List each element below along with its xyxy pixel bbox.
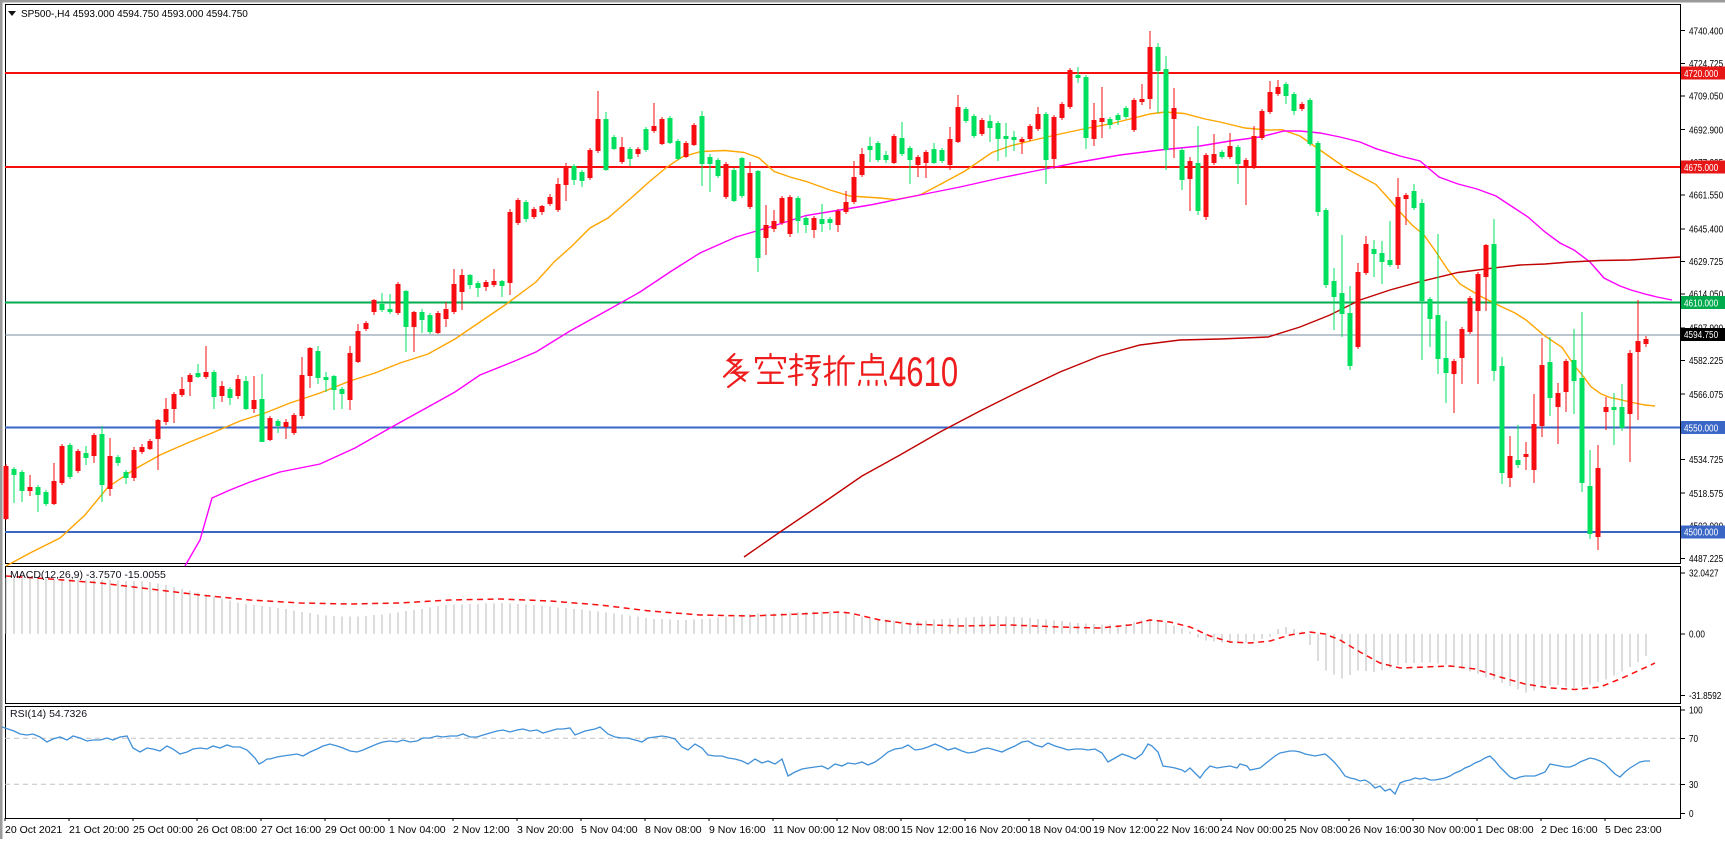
svg-text:20 Oct 2021: 20 Oct 2021 xyxy=(5,824,62,836)
svg-text:4661.550: 4661.550 xyxy=(1689,189,1723,201)
svg-text:26 Oct 08:00: 26 Oct 08:00 xyxy=(197,824,257,836)
svg-text:19 Nov 12:00: 19 Nov 12:00 xyxy=(1093,824,1156,836)
svg-text:4518.575: 4518.575 xyxy=(1689,487,1723,499)
svg-text:16 Nov 20:00: 16 Nov 20:00 xyxy=(965,824,1028,836)
svg-text:25 Nov 08:00: 25 Nov 08:00 xyxy=(1285,824,1348,836)
svg-text:18 Nov 04:00: 18 Nov 04:00 xyxy=(1029,824,1092,836)
svg-text:2 Nov 12:00: 2 Nov 12:00 xyxy=(453,824,510,836)
svg-text:4550.000: 4550.000 xyxy=(1684,421,1718,433)
svg-text:100: 100 xyxy=(1689,704,1703,716)
svg-text:22 Nov 16:00: 22 Nov 16:00 xyxy=(1157,824,1220,836)
svg-text:70: 70 xyxy=(1689,732,1698,744)
svg-text:4675.000: 4675.000 xyxy=(1684,161,1718,173)
svg-text:1 Nov 04:00: 1 Nov 04:00 xyxy=(389,824,446,836)
svg-text:RSI(14) 54.7326: RSI(14) 54.7326 xyxy=(10,708,87,720)
svg-text:4629.725: 4629.725 xyxy=(1689,255,1723,267)
svg-text:11 Nov 00:00: 11 Nov 00:00 xyxy=(773,824,835,836)
svg-text:27 Oct 16:00: 27 Oct 16:00 xyxy=(261,824,321,836)
svg-text:4610.000: 4610.000 xyxy=(1684,296,1718,308)
svg-text:9 Nov 16:00: 9 Nov 16:00 xyxy=(709,824,766,836)
svg-text:0.00: 0.00 xyxy=(1689,628,1705,640)
svg-text:30 Nov 00:00: 30 Nov 00:00 xyxy=(1413,824,1476,836)
svg-text:4582.225: 4582.225 xyxy=(1689,354,1723,366)
svg-text:4720.000: 4720.000 xyxy=(1684,67,1718,79)
svg-text:4740.400: 4740.400 xyxy=(1689,24,1723,36)
svg-text:15 Nov 12:00: 15 Nov 12:00 xyxy=(901,824,964,836)
svg-text:4500.000: 4500.000 xyxy=(1684,526,1718,538)
svg-text:4534.725: 4534.725 xyxy=(1689,453,1723,465)
svg-text:3 Nov 20:00: 3 Nov 20:00 xyxy=(517,824,574,836)
svg-text:4709.050: 4709.050 xyxy=(1689,90,1723,102)
svg-text:-31.8592: -31.8592 xyxy=(1689,689,1721,701)
svg-text:1 Dec 08:00: 1 Dec 08:00 xyxy=(1477,824,1534,836)
svg-text:MACD(12,26,9) -3.7570 -15.0055: MACD(12,26,9) -3.7570 -15.0055 xyxy=(10,569,166,581)
svg-text:4566.075: 4566.075 xyxy=(1689,388,1723,400)
svg-text:4645.400: 4645.400 xyxy=(1689,222,1723,234)
svg-text:26 Nov 16:00: 26 Nov 16:00 xyxy=(1349,824,1412,836)
svg-text:SP500-,H4 4593.000 4594.750 4: SP500-,H4 4593.000 4594.750 4593.000 459… xyxy=(21,9,248,20)
svg-text:29 Oct 00:00: 29 Oct 00:00 xyxy=(325,824,385,836)
svg-text:8 Nov 08:00: 8 Nov 08:00 xyxy=(645,824,702,836)
svg-text:30: 30 xyxy=(1689,778,1698,790)
svg-text:12 Nov 08:00: 12 Nov 08:00 xyxy=(837,824,900,836)
svg-text:4594.750: 4594.750 xyxy=(1684,328,1718,340)
svg-text:24 Nov 00:00: 24 Nov 00:00 xyxy=(1221,824,1284,836)
svg-text:4692.900: 4692.900 xyxy=(1689,123,1723,135)
svg-text:32.0427: 32.0427 xyxy=(1689,567,1719,579)
svg-text:4610: 4610 xyxy=(889,348,958,395)
svg-text:25 Oct 00:00: 25 Oct 00:00 xyxy=(133,824,193,836)
svg-text:21 Oct 20:00: 21 Oct 20:00 xyxy=(69,824,129,836)
svg-text:5 Nov 04:00: 5 Nov 04:00 xyxy=(581,824,638,836)
svg-text:0: 0 xyxy=(1689,807,1694,819)
svg-text:4724.725: 4724.725 xyxy=(1689,57,1723,69)
svg-text:5 Dec 23:00: 5 Dec 23:00 xyxy=(1605,824,1662,836)
svg-text:4487.225: 4487.225 xyxy=(1689,552,1723,564)
svg-text:2 Dec 16:00: 2 Dec 16:00 xyxy=(1541,824,1598,836)
